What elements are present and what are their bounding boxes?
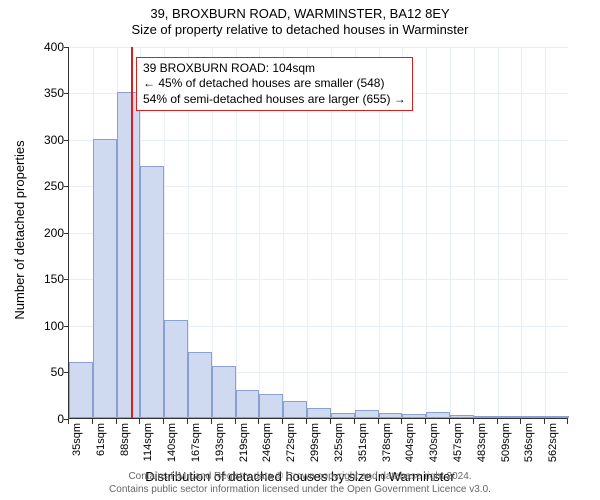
footer-line-2: Contains public sector information licen… (0, 484, 600, 497)
ytick-mark (64, 233, 69, 234)
chart-area: 05010015020025030035040035sqm61sqm88sqm1… (68, 47, 568, 419)
histogram-bar (188, 352, 212, 417)
histogram-bar (283, 401, 307, 418)
ytick-label: 350 (24, 86, 64, 100)
xtick-label: 35sqm (71, 423, 83, 456)
ytick-label: 400 (24, 40, 64, 54)
gridline-v (450, 47, 451, 418)
gridline-v (521, 47, 522, 418)
xtick-mark (378, 419, 379, 424)
chart-title: 39, BROXBURN ROAD, WARMINSTER, BA12 8EY (0, 6, 600, 22)
xtick-label: 61sqm (95, 423, 107, 456)
ytick-label: 0 (24, 412, 64, 426)
histogram-bar (236, 390, 260, 418)
ytick-mark (64, 326, 69, 327)
ytick-mark (64, 47, 69, 48)
ytick-mark (64, 140, 69, 141)
xtick-label: 114sqm (142, 423, 154, 461)
xtick-label: 509sqm (500, 423, 512, 462)
xtick-label: 193sqm (214, 423, 226, 462)
xtick-label: 457sqm (452, 423, 464, 462)
xtick-mark (92, 419, 93, 424)
histogram-bar (474, 416, 498, 418)
xtick-mark (235, 419, 236, 424)
histogram-bar (355, 410, 379, 417)
ytick-label: 100 (24, 319, 64, 333)
xtick-mark (354, 419, 355, 424)
xtick-label: 483sqm (476, 423, 488, 462)
xtick-mark (258, 419, 259, 424)
ytick-label: 150 (24, 272, 64, 286)
xtick-label: 272sqm (285, 423, 297, 462)
histogram-bar (164, 320, 188, 418)
footer-attribution: Contains HM Land Registry data © Crown c… (0, 471, 600, 496)
gridline-v (426, 47, 427, 418)
xtick-label: 219sqm (238, 423, 250, 462)
xtick-mark (520, 419, 521, 424)
ytick-mark (64, 279, 69, 280)
histogram-bar (498, 416, 522, 418)
xtick-mark (449, 419, 450, 424)
histogram-bar (93, 139, 117, 418)
ytick-mark (64, 186, 69, 187)
histogram-bar (426, 412, 450, 418)
xtick-mark (306, 419, 307, 424)
xtick-mark (425, 419, 426, 424)
xtick-label: 536sqm (523, 423, 535, 462)
xtick-label: 430sqm (428, 423, 440, 462)
gridline-h (69, 140, 568, 141)
xtick-mark (163, 419, 164, 424)
xtick-label: 299sqm (309, 423, 321, 462)
xtick-mark (211, 419, 212, 424)
histogram-bar (69, 362, 93, 418)
chart-subtitle: Size of property relative to detached ho… (0, 22, 600, 38)
xtick-mark (68, 419, 69, 424)
annotation-line: 54% of semi-detached houses are larger (… (143, 92, 406, 108)
xtick-label: 140sqm (166, 423, 178, 462)
xtick-mark (187, 419, 188, 424)
xtick-mark (497, 419, 498, 424)
histogram-bar (402, 414, 426, 418)
xtick-label: 351sqm (357, 423, 369, 462)
histogram-bar (307, 408, 331, 417)
histogram-bar (212, 366, 236, 417)
annotation-line: 39 BROXBURN ROAD: 104sqm (143, 61, 406, 77)
ytick-label: 300 (24, 133, 64, 147)
property-marker-line (131, 47, 133, 418)
xtick-label: 88sqm (119, 423, 131, 456)
gridline-v (474, 47, 475, 418)
ytick-label: 250 (24, 179, 64, 193)
annotation-line: ← 45% of detached houses are smaller (54… (143, 76, 406, 92)
xtick-mark (401, 419, 402, 424)
xtick-label: 246sqm (261, 423, 273, 462)
xtick-label: 378sqm (381, 423, 393, 462)
gridline-v (545, 47, 546, 418)
xtick-mark (330, 419, 331, 424)
ytick-label: 50 (24, 365, 64, 379)
histogram-bar (117, 92, 141, 418)
histogram-bar (450, 415, 474, 418)
ytick-label: 200 (24, 226, 64, 240)
histogram-bar (545, 416, 569, 418)
xtick-mark (282, 419, 283, 424)
histogram-bar (379, 413, 403, 418)
xtick-mark (544, 419, 545, 424)
annotation-box: 39 BROXBURN ROAD: 104sqm← 45% of detache… (136, 57, 413, 112)
histogram-bar (521, 416, 545, 418)
ytick-mark (64, 93, 69, 94)
xtick-mark (116, 419, 117, 424)
xtick-mark (473, 419, 474, 424)
xtick-label: 167sqm (190, 423, 202, 462)
histogram-bar (140, 166, 164, 417)
histogram-bar (331, 413, 355, 418)
footer-line-1: Contains HM Land Registry data © Crown c… (0, 471, 600, 484)
histogram-bar (259, 394, 283, 417)
xtick-label: 404sqm (404, 423, 416, 462)
gridline-h (69, 47, 568, 48)
gridline-v (498, 47, 499, 418)
xtick-label: 325sqm (333, 423, 345, 462)
xtick-mark (567, 419, 568, 424)
xtick-mark (139, 419, 140, 424)
xtick-label: 562sqm (547, 423, 559, 462)
